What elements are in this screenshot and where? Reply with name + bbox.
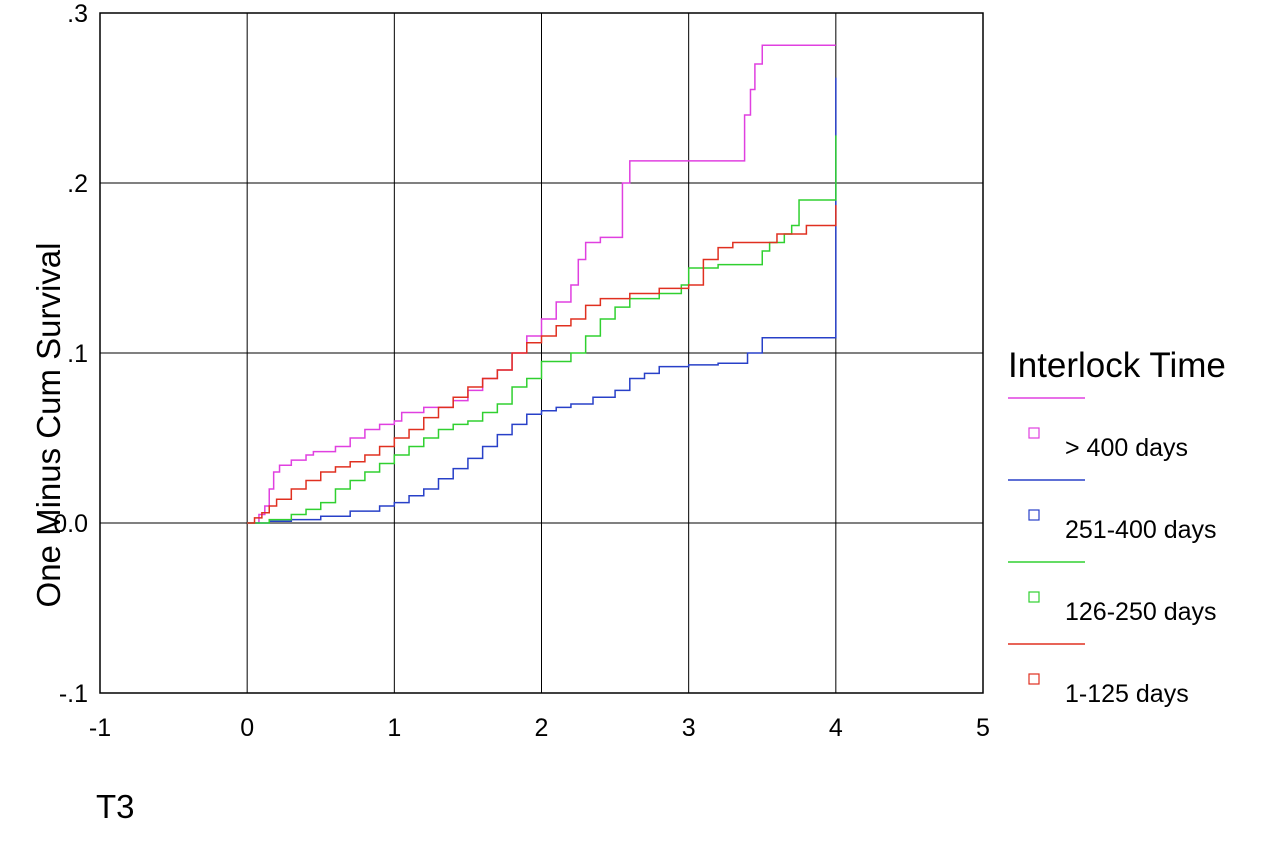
legend-label: 126-250 days	[1065, 598, 1217, 626]
x-tick-label: 3	[682, 714, 696, 742]
series-line	[247, 77, 837, 524]
legend-marker	[1028, 673, 1040, 685]
legend-label: 251-400 days	[1065, 516, 1217, 544]
x-tick-label: 4	[829, 714, 843, 742]
x-axis-label: T3	[96, 788, 135, 825]
legend-marker	[1028, 591, 1040, 603]
series-line	[247, 205, 837, 524]
y-tick-label: .2	[67, 170, 88, 198]
y-tick-label: .1	[67, 340, 88, 368]
y-axis-label: One Minus Cum Survival	[30, 243, 67, 608]
grid-lines	[99, 12, 984, 694]
legend-label: 1-125 days	[1065, 680, 1189, 708]
y-tick-label: 0.0	[53, 510, 88, 538]
legend-marker	[1028, 509, 1040, 521]
series-line	[247, 135, 837, 524]
x-tick-label: 5	[976, 714, 990, 742]
y-tick-label: .3	[67, 0, 88, 28]
x-axis-ticks: -1 0 1 2 3 4 5	[89, 714, 990, 742]
y-axis-ticks: -.1 0.0 .1 .2 .3	[53, 0, 88, 708]
legend: Interlock Time > 400 days 251-400 days 126…	[1008, 346, 1226, 708]
legend-title: Interlock Time	[1008, 346, 1226, 385]
plot-frame	[99, 12, 984, 694]
legend-marker	[1028, 427, 1040, 439]
y-tick-label: -.1	[59, 680, 88, 708]
x-tick-label: 1	[387, 714, 401, 742]
x-tick-label: 2	[535, 714, 549, 742]
x-tick-label: 0	[240, 714, 254, 742]
x-tick-label: -1	[89, 714, 111, 742]
series-lines	[247, 44, 837, 524]
legend-label: > 400 days	[1065, 434, 1188, 462]
